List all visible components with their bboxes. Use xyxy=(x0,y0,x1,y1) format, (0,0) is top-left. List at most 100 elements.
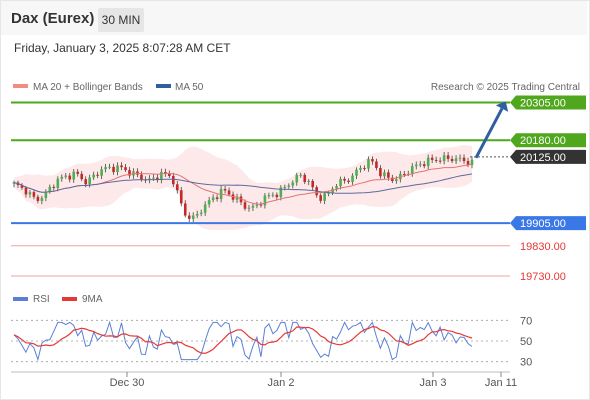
ma20-legend-swatch xyxy=(13,84,28,88)
candle xyxy=(351,175,354,182)
candle xyxy=(287,185,291,187)
candle xyxy=(124,167,127,171)
support-label-box xyxy=(510,216,586,231)
candle xyxy=(375,161,378,169)
candle xyxy=(72,171,76,180)
candle xyxy=(28,192,32,195)
candle xyxy=(263,195,267,206)
candle xyxy=(363,168,366,170)
candle xyxy=(311,180,314,188)
candle xyxy=(275,194,279,198)
candle xyxy=(64,175,68,177)
candle xyxy=(36,196,40,201)
candle xyxy=(243,202,247,209)
candle xyxy=(96,174,99,176)
rsi-tick-label: 70 xyxy=(520,315,532,327)
resistance-label-box xyxy=(510,133,586,148)
candle xyxy=(164,172,167,174)
candle xyxy=(199,212,203,214)
ma9-line xyxy=(13,325,473,355)
candle xyxy=(430,157,434,160)
candle xyxy=(371,159,374,162)
resistance-label-box xyxy=(510,95,586,110)
candle xyxy=(179,190,183,204)
last-price-label: 20125.00 xyxy=(520,152,566,164)
resistance-label: 20180.00 xyxy=(520,135,566,147)
timeframe-button[interactable]: 30 MIN xyxy=(98,8,144,32)
candle xyxy=(68,175,72,180)
candle xyxy=(343,178,346,181)
price-levels xyxy=(11,101,510,277)
candle xyxy=(279,187,283,198)
candle xyxy=(307,180,311,182)
x-tick-label: Jan 3 xyxy=(420,377,447,389)
candle xyxy=(462,157,466,162)
candle xyxy=(140,174,143,180)
candle xyxy=(183,203,187,216)
candle xyxy=(426,157,430,167)
header-bar: Dax (Eurex) 30 MIN xyxy=(1,1,587,35)
candle xyxy=(104,167,107,170)
candle xyxy=(191,215,195,219)
candle xyxy=(40,198,44,201)
candle xyxy=(227,190,231,195)
candle xyxy=(88,177,91,185)
candle xyxy=(44,191,48,199)
candle xyxy=(395,179,398,182)
x-axis: Dec 30 Jan 2 Jan 3 Jan 11 xyxy=(11,371,517,389)
rsi-panel: 70 50 30 xyxy=(11,315,532,369)
candle xyxy=(319,195,322,201)
candle xyxy=(207,200,211,205)
candle xyxy=(20,185,24,188)
candle xyxy=(255,204,259,206)
candle xyxy=(92,174,95,178)
candle xyxy=(84,179,87,185)
candle xyxy=(414,164,418,167)
last-price-label-box xyxy=(510,149,586,164)
bollinger-bands xyxy=(14,145,472,231)
candle xyxy=(466,161,470,166)
candle xyxy=(355,169,358,176)
candle xyxy=(259,204,263,206)
rsi-legend-label: RSI xyxy=(33,294,50,305)
candle xyxy=(247,207,251,209)
candle xyxy=(383,172,386,177)
candle xyxy=(56,178,60,188)
candle xyxy=(76,171,80,174)
candle xyxy=(339,178,342,187)
ma50-legend-swatch xyxy=(156,84,171,88)
candle xyxy=(187,215,191,219)
candle xyxy=(402,173,406,175)
rsi-line xyxy=(13,320,473,362)
ma9-legend-swatch xyxy=(62,297,77,301)
x-tick-label: Dec 30 xyxy=(110,377,145,389)
candle xyxy=(291,182,295,186)
rsi-legend-swatch xyxy=(13,297,28,301)
research-credit: Research © 2025 Trading Central xyxy=(431,82,580,93)
ma9-legend-label: 9MA xyxy=(82,294,103,305)
candle xyxy=(251,205,255,208)
candle xyxy=(271,194,275,196)
candle xyxy=(175,184,179,191)
support-label: 19905.00 xyxy=(520,218,566,230)
candle xyxy=(422,164,426,167)
candle xyxy=(418,164,422,166)
candle xyxy=(410,166,414,174)
x-tick-label: Jan 11 xyxy=(485,377,517,389)
candle xyxy=(446,155,450,159)
candle xyxy=(172,175,175,185)
moving-averages xyxy=(13,163,473,205)
candle xyxy=(391,177,394,182)
candle xyxy=(203,204,207,213)
candle xyxy=(120,165,123,168)
minor-support-label: 19830.00 xyxy=(520,241,566,253)
candle xyxy=(108,166,111,168)
candle xyxy=(128,170,131,176)
candle xyxy=(454,158,458,162)
candle xyxy=(347,180,350,182)
candle xyxy=(215,197,219,200)
candle xyxy=(295,174,299,183)
resistance-label: 20305.00 xyxy=(520,98,566,110)
candle xyxy=(283,186,287,188)
